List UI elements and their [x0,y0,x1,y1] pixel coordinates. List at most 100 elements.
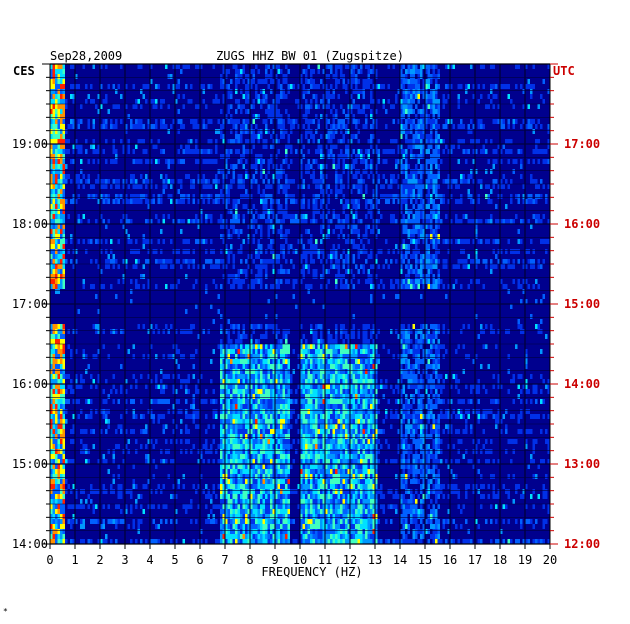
heatmap-cell [252,279,255,284]
heatmap-cell [50,354,53,359]
heatmap-cell [180,144,183,149]
heatmap-cell [260,274,263,279]
heatmap-cell [245,389,248,394]
heatmap-cell [375,399,378,404]
heatmap-cell [210,214,213,219]
heatmap-cell [387,264,390,269]
heatmap-cell [235,99,238,104]
heatmap-cell [265,184,268,189]
heatmap-cell [167,179,170,184]
heatmap-cell [347,374,350,379]
heatmap-cell [122,144,125,149]
heatmap-cell [497,104,500,109]
heatmap-cell [220,359,223,364]
heatmap-cell [302,364,305,369]
heatmap-cell [280,119,283,124]
heatmap-cell [130,124,133,129]
heatmap-cell [317,359,320,364]
heatmap-cell [507,369,510,374]
heatmap-cell [400,389,403,394]
heatmap-cell [460,139,463,144]
heatmap-cell [425,279,428,284]
heatmap-cell [317,124,320,129]
heatmap-cell [102,409,105,414]
heatmap-cell [355,89,358,94]
heatmap-cell [255,394,258,399]
heatmap-cell [520,374,523,379]
heatmap-cell [212,399,215,404]
heatmap-cell [517,284,520,289]
heatmap-cell [407,194,410,199]
heatmap-cell [367,374,370,379]
heatmap-cell [197,239,200,244]
heatmap-cell [260,399,263,404]
heatmap-cell [465,149,468,154]
heatmap-cell [50,74,53,79]
heatmap-cell [400,369,403,374]
heatmap-cell [287,379,290,384]
heatmap-cell [417,84,420,89]
heatmap-cell [295,214,298,219]
heatmap-cell [345,219,348,224]
heatmap-cell [345,389,348,394]
heatmap-cell [362,329,365,334]
heatmap-cell [407,229,410,234]
heatmap-cell [265,359,268,364]
heatmap-cell [432,184,435,189]
heatmap-cell [490,169,493,174]
heatmap-cell [480,179,483,184]
heatmap-cell [430,99,433,104]
heatmap-cell [72,159,75,164]
heatmap-cell [390,219,393,224]
heatmap-cell [255,124,258,129]
heatmap-cell [537,284,540,289]
heatmap-cell [300,349,303,354]
heatmap-cell [432,94,435,99]
heatmap-cell [360,389,363,394]
heatmap-cell [307,89,310,94]
heatmap-cell [62,399,65,404]
heatmap-cell [277,209,280,214]
heatmap-cell [425,159,428,164]
heatmap-cell [60,134,63,139]
heatmap-cell [327,74,330,79]
heatmap-cell [437,399,440,404]
heatmap-cell [92,64,95,69]
heatmap-cell [282,214,285,219]
heatmap-cell [510,199,513,204]
heatmap-cell [532,264,535,269]
heatmap-cell [472,94,475,99]
heatmap-cell [427,69,430,74]
heatmap-cell [355,159,358,164]
heatmap-cell [352,214,355,219]
heatmap-cell [227,189,230,194]
heatmap-cell [350,374,353,379]
heatmap-cell [127,234,130,239]
heatmap-cell [292,179,295,184]
heatmap-cell [255,264,258,269]
heatmap-cell [532,214,535,219]
heatmap-cell [257,154,260,159]
heatmap-cell [162,184,165,189]
heatmap-cell [500,279,503,284]
heatmap-cell [240,139,243,144]
heatmap-cell [357,154,360,159]
heatmap-cell [300,139,303,144]
heatmap-cell [52,164,55,169]
heatmap-cell [427,79,430,84]
heatmap-cell [52,284,55,289]
heatmap-cell [410,74,413,79]
heatmap-cell [335,359,338,364]
heatmap-cell [255,354,258,359]
heatmap-cell [260,229,263,234]
heatmap-cell [100,184,103,189]
heatmap-cell [215,409,218,414]
heatmap-cell [290,119,293,124]
heatmap-cell [60,339,63,344]
heatmap-cell [412,344,415,349]
heatmap-cell [240,69,243,74]
heatmap-cell [267,349,270,354]
heatmap-cell [262,399,265,404]
heatmap-cell [422,379,425,384]
heatmap-cell [407,214,410,219]
